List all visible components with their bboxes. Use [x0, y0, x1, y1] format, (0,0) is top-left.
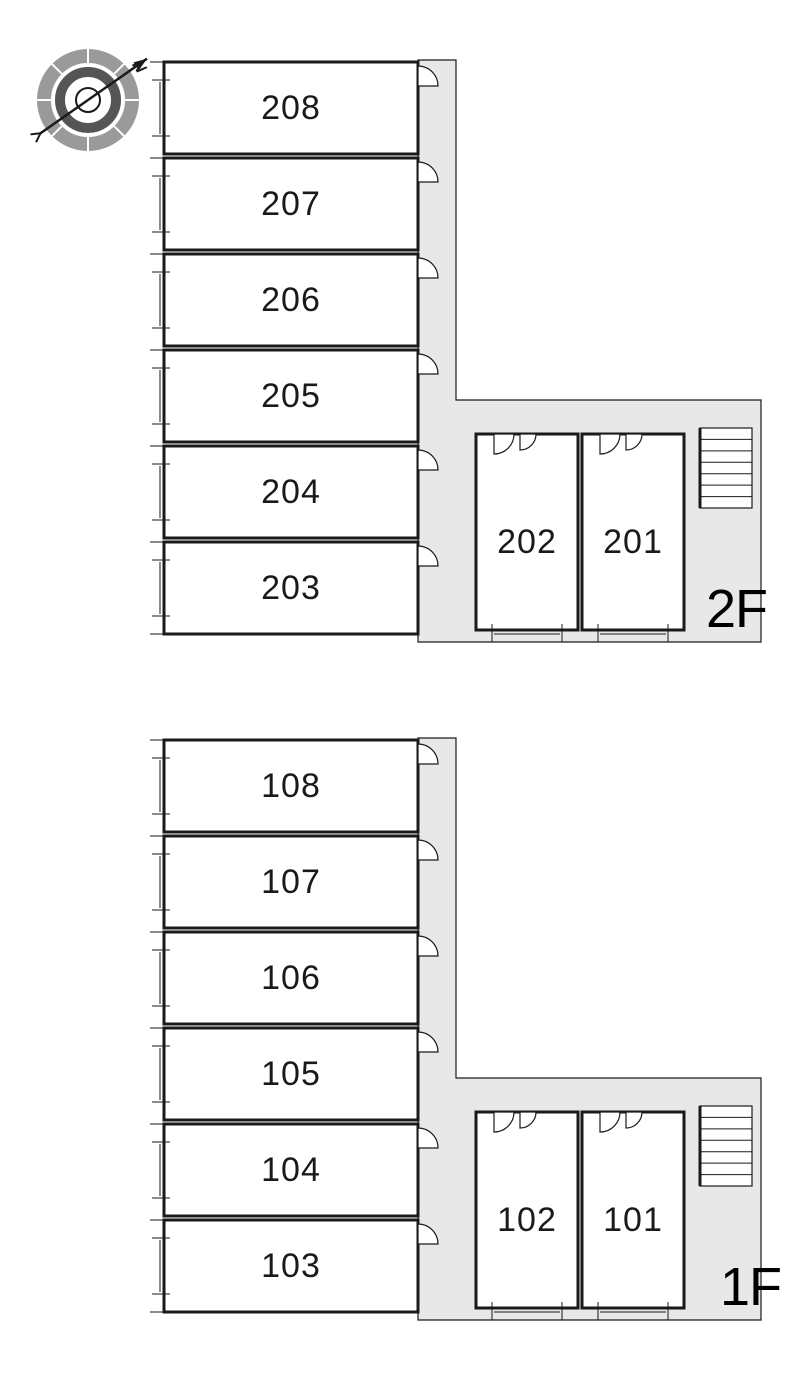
floor-label-1f: 1F: [720, 1260, 781, 1314]
room-201: 201: [595, 525, 671, 559]
room-207: 207: [251, 187, 331, 221]
floor-plan-diagram: N 2F 1F 208 207 206 205 204 203 202 201 108 107 10…: [0, 0, 800, 1373]
room-202: 202: [489, 525, 565, 559]
room-106: 106: [251, 961, 331, 995]
room-102: 102: [489, 1203, 565, 1237]
room-104: 104: [251, 1153, 331, 1187]
stairs-icon: [700, 428, 752, 508]
room-204: 204: [251, 475, 331, 509]
room-205: 205: [251, 379, 331, 413]
room-208: 208: [251, 91, 331, 125]
room-108: 108: [251, 769, 331, 803]
room-103: 103: [251, 1249, 331, 1283]
room-101: 101: [595, 1203, 671, 1237]
room-105: 105: [251, 1057, 331, 1091]
stairs-icon: [700, 1106, 752, 1186]
room-203: 203: [251, 571, 331, 605]
floor-label-2f: 2F: [706, 582, 767, 636]
floor-plan-svg: N: [0, 0, 800, 1373]
compass-icon: N: [31, 49, 150, 151]
room-206: 206: [251, 283, 331, 317]
room-107: 107: [251, 865, 331, 899]
